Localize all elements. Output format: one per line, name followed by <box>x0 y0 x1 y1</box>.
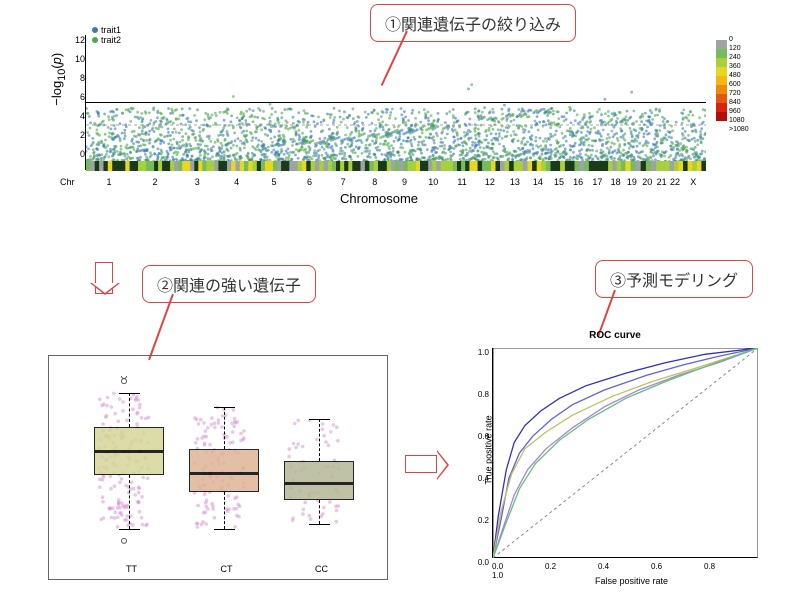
roc-title: ROC curve <box>450 330 780 341</box>
chr-label: Chr <box>60 177 75 187</box>
callout-3: ③予測モデリング <box>595 260 753 298</box>
boxplot: TTCTCC <box>48 355 388 580</box>
manhattan-plot-area <box>85 35 705 170</box>
manhattan-plot: trait1 trait2 −log10(p) 121086420 Chr 12… <box>30 25 740 220</box>
roc-xlabel: False positive rate <box>595 576 668 586</box>
arrow-down <box>95 262 113 294</box>
callout-2-line <box>148 294 173 360</box>
manhattan-ylabel: −log10(p) <box>49 53 68 106</box>
arrow-right <box>405 455 437 473</box>
manhattan-xticks: 12345678910111213141516171819202122X <box>85 177 705 187</box>
trait1-label: trait1 <box>101 25 121 35</box>
manhattan-yticks: 121086420 <box>70 35 85 168</box>
callout-2: ②関連の強い遺伝子 <box>142 265 316 303</box>
roc-chart: ROC curve True positive rate 1.00.80.60.… <box>450 330 780 585</box>
heat-legend: 01202403604806007208409601080>1080 <box>716 40 740 121</box>
manhattan-xlabel: Chromosome <box>340 191 418 206</box>
